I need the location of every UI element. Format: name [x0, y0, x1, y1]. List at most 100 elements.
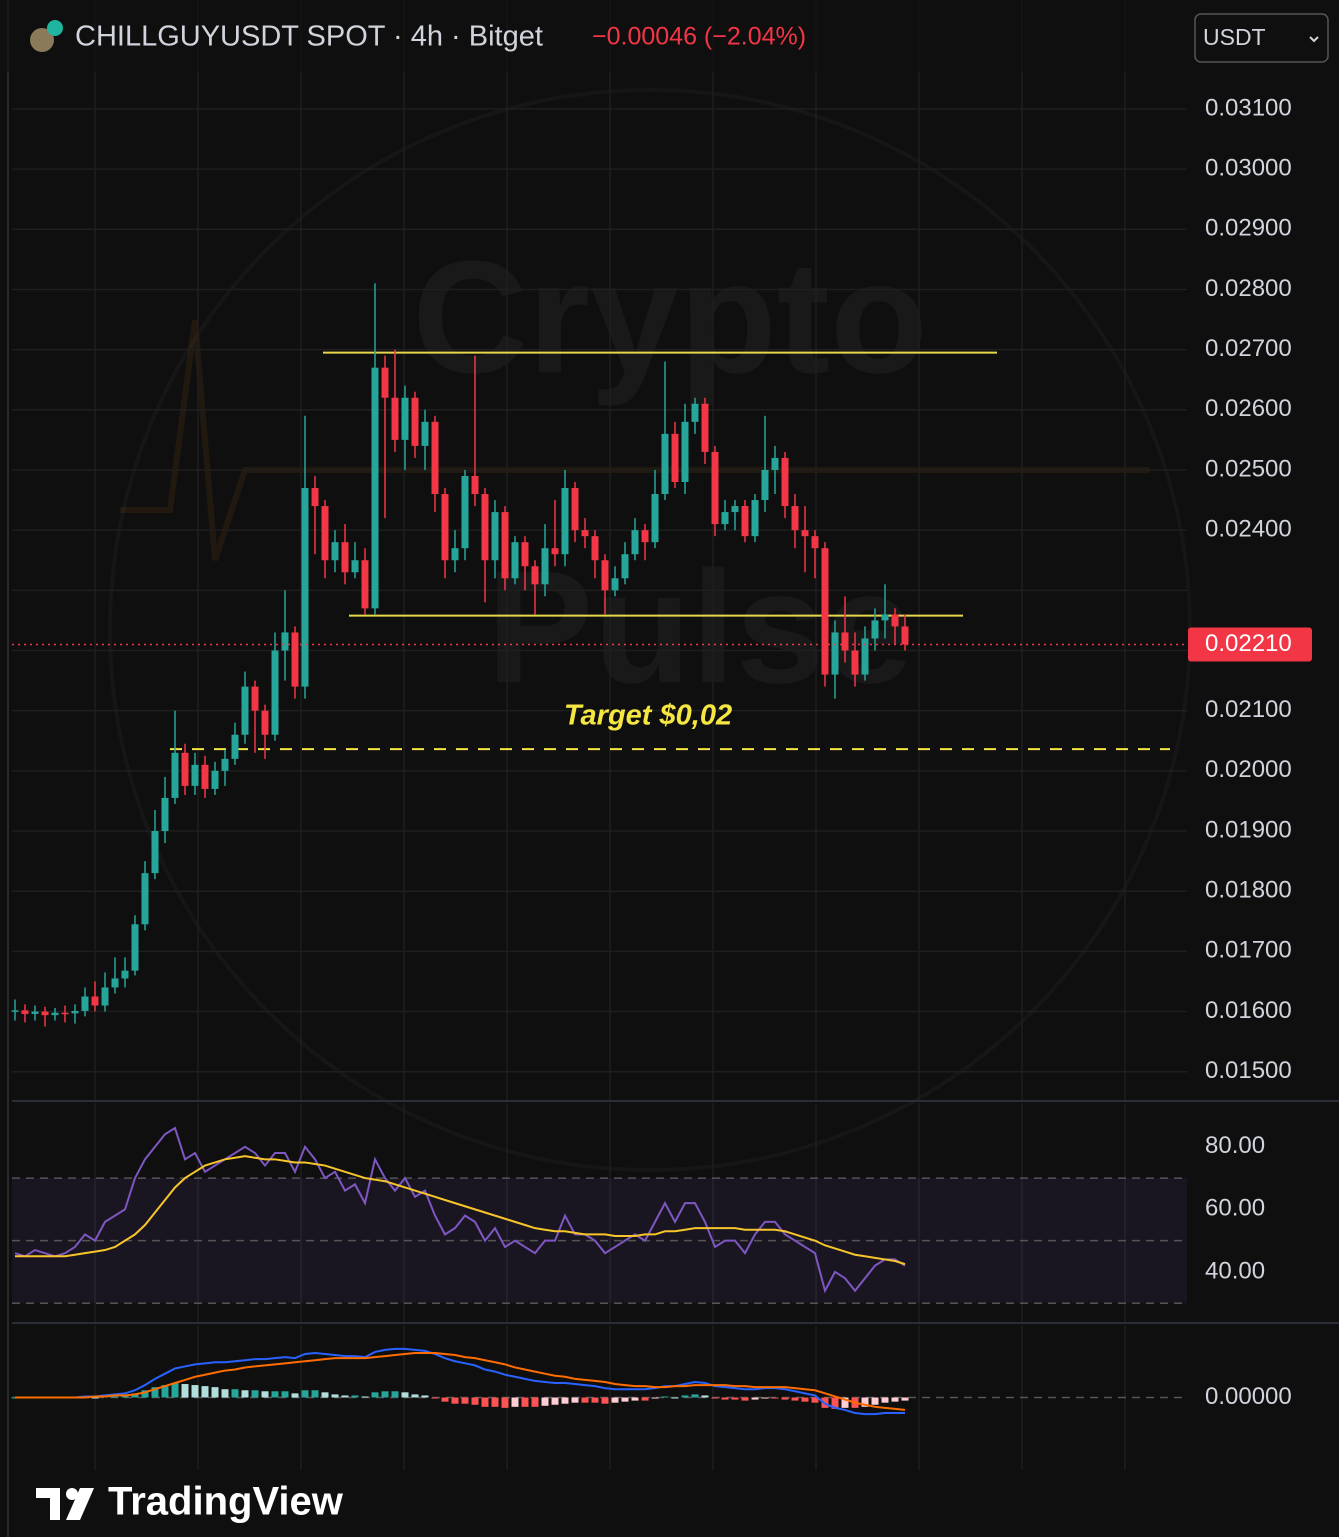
candle-body [231, 734, 239, 759]
candle-body [451, 548, 459, 561]
y-tick-label: 0.03000 [1205, 154, 1292, 181]
y-tick-label: 0.02600 [1205, 395, 1292, 422]
candle-body [661, 433, 669, 495]
histogram-bar [291, 1393, 299, 1398]
plot-layer: 0.03100 0.03000 0.02900 0.02800 0.02700 0.026… [11, 0, 1312, 1470]
currency-select[interactable] [1194, 13, 1329, 63]
candle-body [181, 752, 189, 786]
histogram-bar [451, 1397, 459, 1404]
histogram-bar [601, 1397, 609, 1404]
candle-body [791, 506, 799, 531]
candle-body [531, 566, 539, 585]
candle-body [461, 475, 469, 549]
candle-body [551, 548, 559, 555]
symbol-icon [30, 28, 54, 52]
histogram-bar [281, 1391, 289, 1398]
histogram-bar [341, 1395, 349, 1398]
histogram-bar [811, 1397, 819, 1403]
y-tick-label: 0.01900 [1205, 816, 1292, 843]
y-tick-label: 80.00 [1205, 1132, 1265, 1159]
y-tick-label: 0.02900 [1205, 215, 1292, 242]
histogram-bar [581, 1397, 589, 1403]
histogram-bar [611, 1397, 619, 1403]
histogram-bar [351, 1395, 359, 1398]
histogram-bar [871, 1397, 879, 1405]
candle-body [171, 752, 179, 798]
candle-body [61, 1012, 69, 1015]
candle-body [851, 650, 859, 675]
candle-body [321, 506, 329, 561]
histogram-bar [641, 1397, 649, 1401]
candle-body [121, 970, 129, 979]
candle-body [701, 403, 709, 452]
histogram-bar [181, 1384, 189, 1398]
y-tick-label: 60.00 [1205, 1195, 1265, 1222]
dropdown-arrow [1309, 36, 1319, 43]
histogram-bar [491, 1397, 499, 1407]
histogram-bar [781, 1397, 789, 1400]
candle-body [591, 536, 599, 561]
histogram-bar [191, 1385, 199, 1398]
candle-body [51, 1012, 59, 1016]
candle-body [831, 632, 839, 675]
candle-body [651, 494, 659, 543]
histogram-bar [671, 1397, 679, 1399]
candle-body [311, 488, 319, 507]
rsi-line [14, 1126, 906, 1294]
candle-body [761, 469, 769, 501]
histogram-bar [541, 1397, 549, 1406]
candle-body [31, 1011, 39, 1014]
histogram-bar [161, 1385, 169, 1398]
histogram-bar [201, 1386, 209, 1398]
candle-body [441, 494, 449, 561]
histogram-bar [141, 1390, 149, 1398]
candle-body [801, 530, 809, 537]
tv-logo [36, 1488, 94, 1520]
candle-body [381, 367, 389, 398]
y-tick-label: 0.02000 [1205, 756, 1292, 783]
candle-body [481, 494, 489, 561]
histogram-bar [731, 1397, 739, 1400]
histogram-bar [411, 1394, 419, 1398]
candle-body [471, 475, 479, 495]
histogram-bar [381, 1391, 389, 1398]
histogram-bar [621, 1397, 629, 1402]
histogram-bar [761, 1397, 769, 1399]
histogram-bar [421, 1395, 429, 1398]
candle-body [561, 488, 569, 555]
candle-body [21, 1010, 29, 1014]
histogram-bar [511, 1397, 519, 1407]
candle-body [211, 770, 219, 789]
histogram-bar [431, 1397, 439, 1399]
macd-line [15, 1351, 906, 1411]
histogram-bar [261, 1391, 269, 1398]
candle-body [401, 397, 409, 440]
y-tick-label: 0.02800 [1205, 275, 1292, 302]
candle-body [291, 632, 299, 687]
header-bg [0, 0, 1180, 72]
histogram-bar [131, 1393, 139, 1398]
symbol-title: CHILLGUYUSDT SPOT · 4h · Bitget [75, 21, 543, 53]
macd-line [15, 1347, 905, 1416]
y-tick-label: 0.01800 [1205, 877, 1292, 904]
histogram-bar [861, 1397, 869, 1407]
histogram-bar [321, 1392, 329, 1398]
tv-logo-dot [66, 1488, 78, 1500]
candle-body [541, 548, 549, 585]
currency-label: USDT [1203, 24, 1266, 50]
candle-body [691, 403, 699, 422]
histogram-bar [471, 1397, 479, 1405]
histogram-bar [881, 1397, 889, 1403]
watermark: Crypto [412, 227, 928, 406]
candle-body [71, 1010, 79, 1014]
y-tick-label: 0.00000 [1205, 1383, 1292, 1410]
candle-body [631, 530, 639, 555]
histogram-bar [651, 1397, 659, 1399]
candle-body [191, 764, 199, 786]
histogram-bar [831, 1397, 839, 1409]
y-tick-label: 0.01700 [1205, 937, 1292, 964]
histogram-bar [561, 1397, 569, 1404]
candle-body [221, 758, 229, 771]
candle-body [731, 506, 739, 513]
